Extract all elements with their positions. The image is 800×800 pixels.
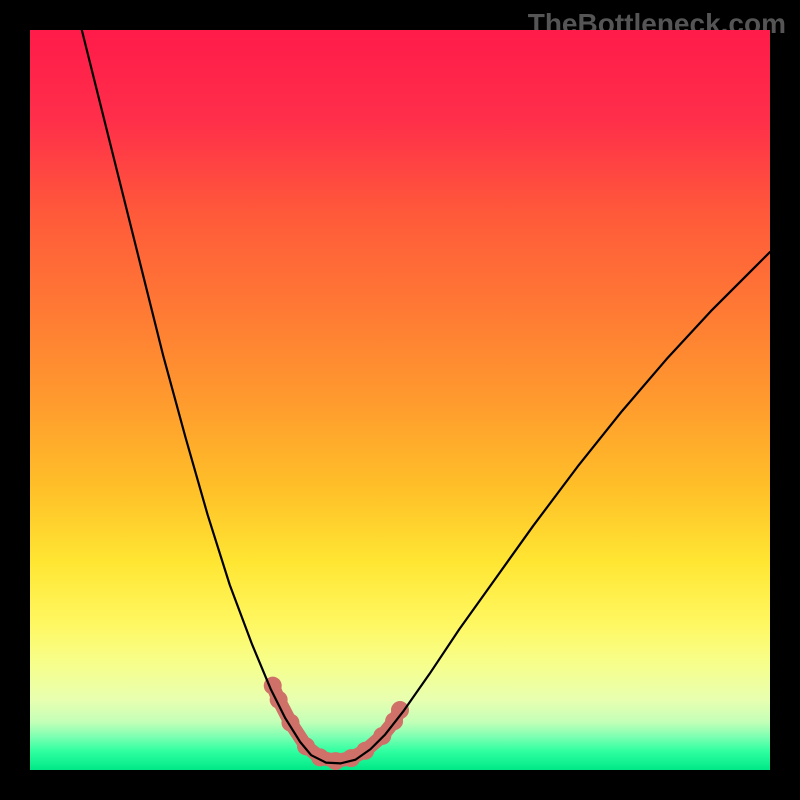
curve-bead: [327, 752, 345, 770]
chart-plot-area: [30, 30, 770, 770]
chart-background: [30, 30, 770, 770]
figure-root: TheBottleneck.com: [0, 0, 800, 800]
